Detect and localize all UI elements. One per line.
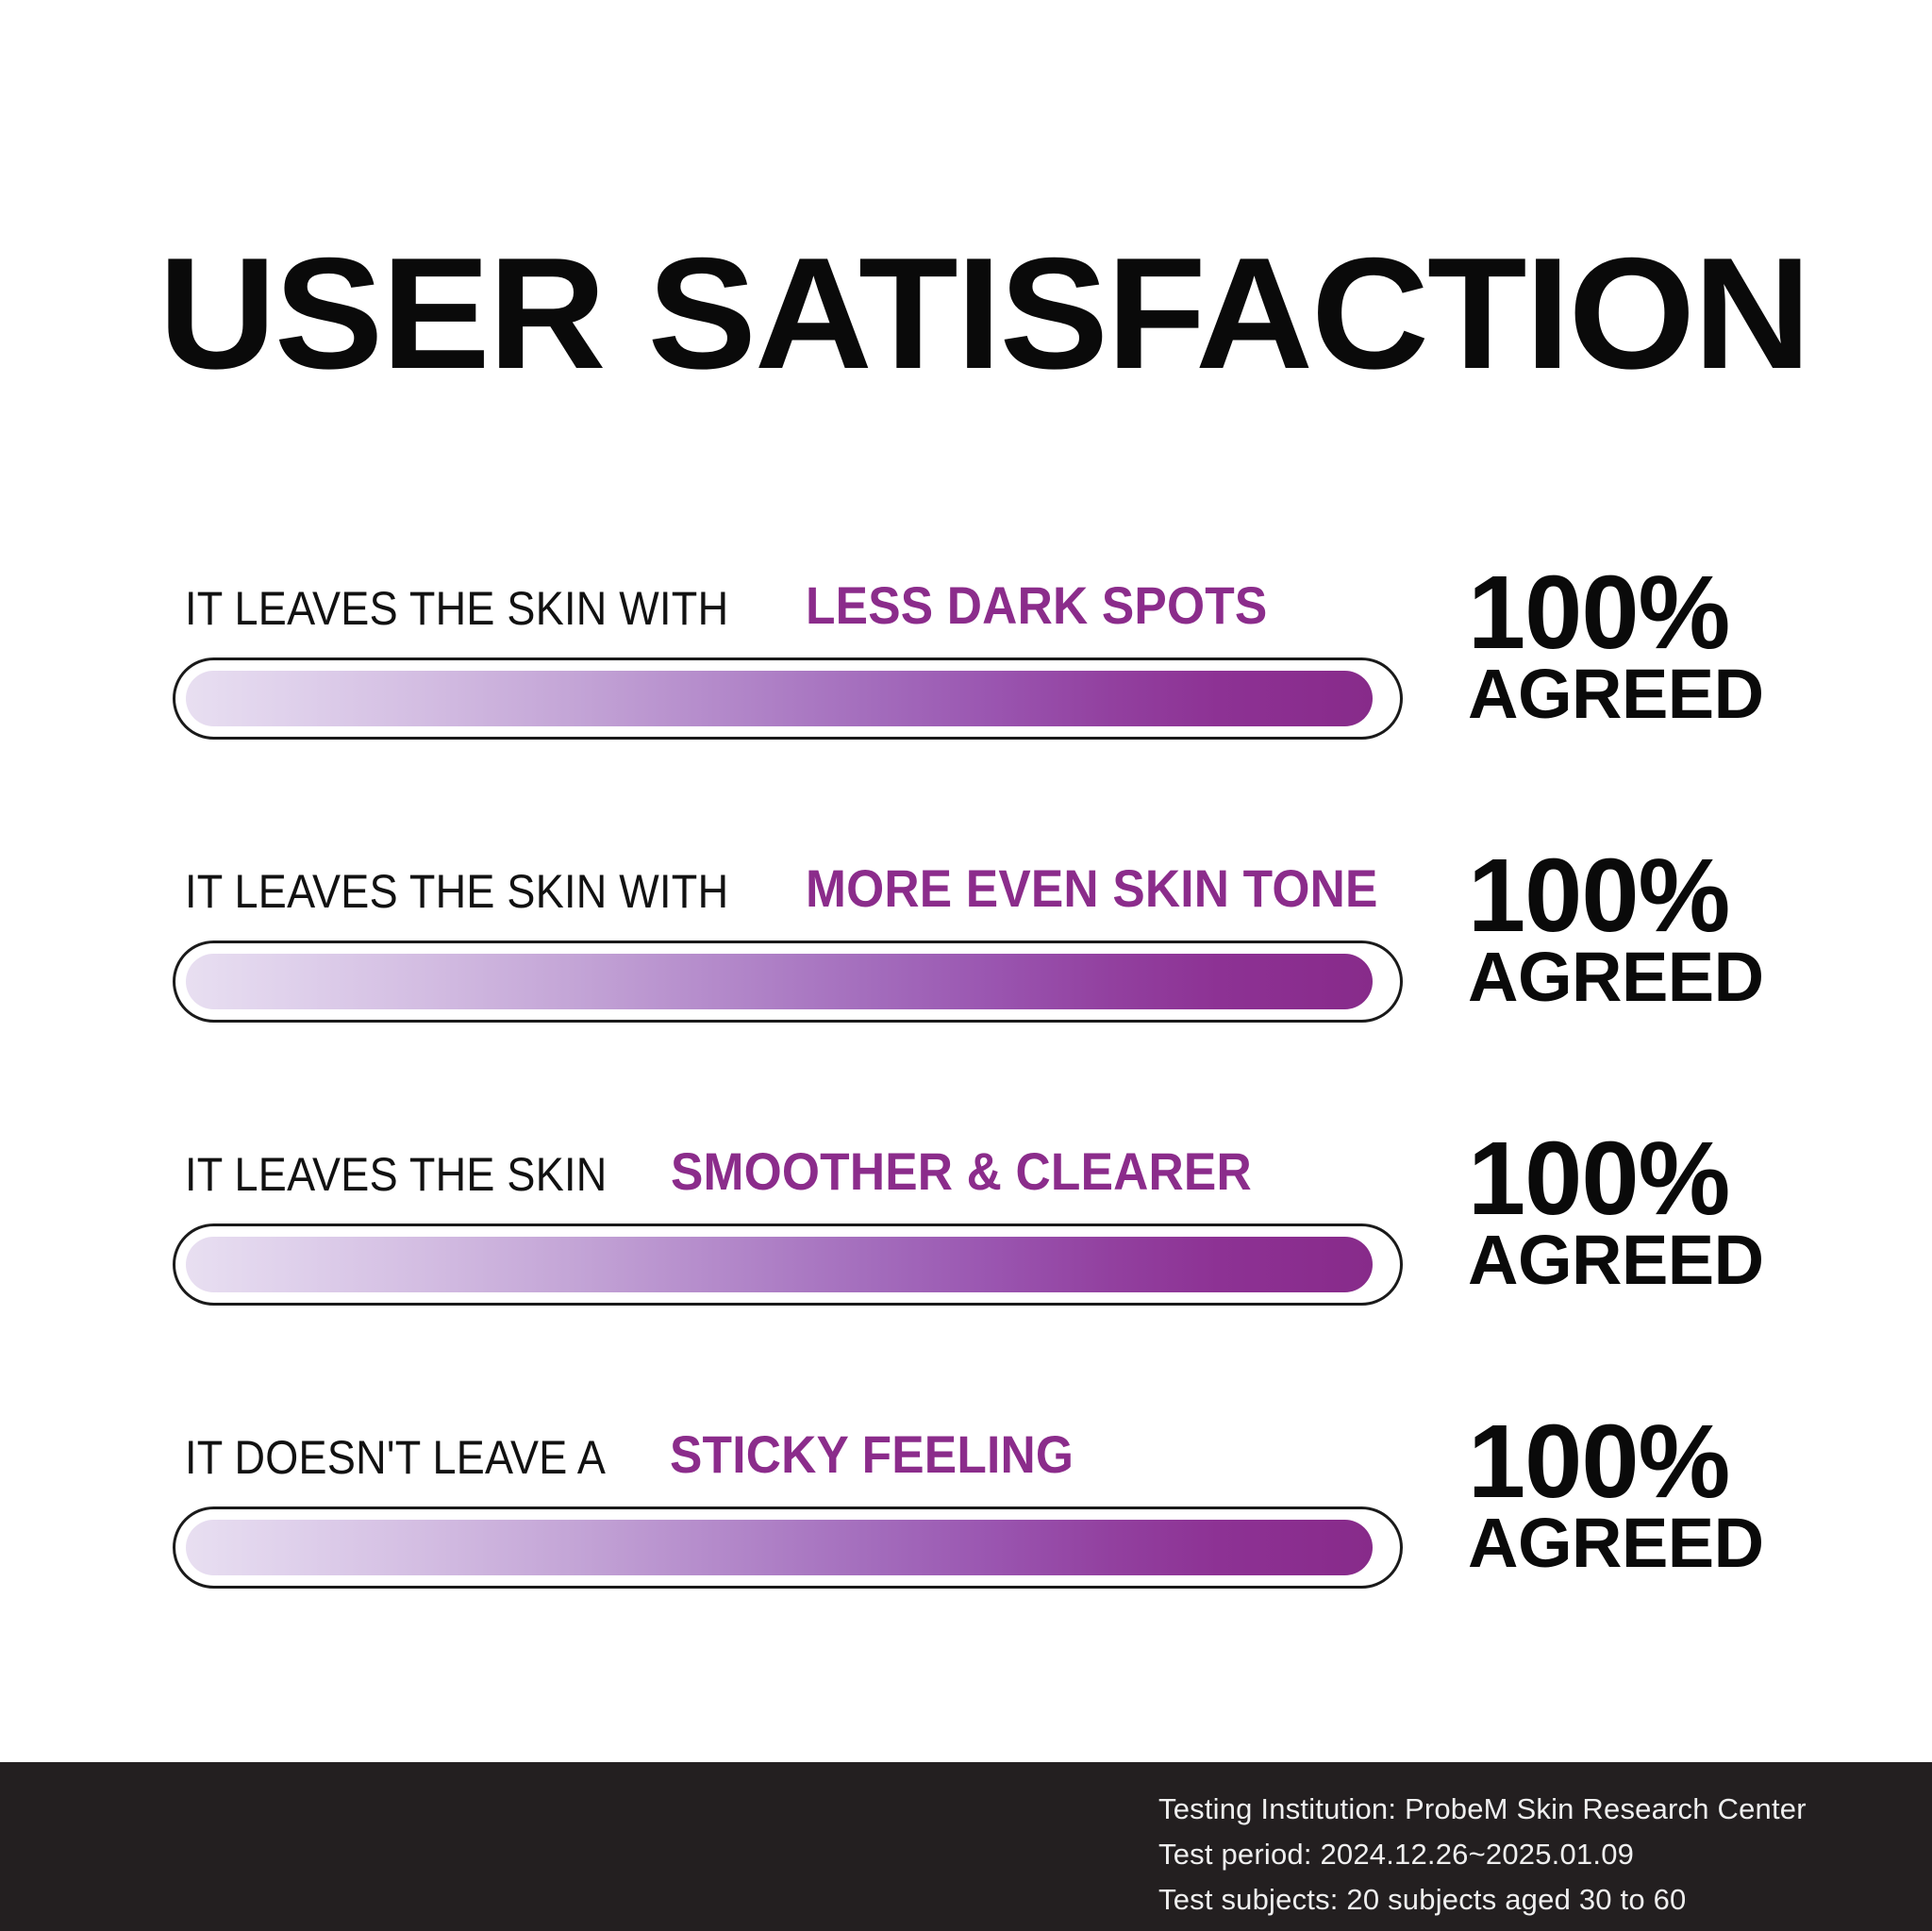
progress-bar-track: [173, 658, 1403, 740]
progress-bar-fill: [186, 671, 1373, 726]
row-label-accent: SMOOTHER & CLEARER: [671, 1141, 1253, 1201]
percent-caption: AGREED: [1468, 1221, 1764, 1300]
row-label: IT LEAVES THE SKIN WITH LESS DARK SPOTS: [185, 562, 1307, 635]
progress-bar-track: [173, 941, 1403, 1023]
footer-bar: Testing Institution: ProbeM Skin Researc…: [0, 1762, 1932, 1931]
percent-block: 100% AGREED: [1468, 838, 1864, 1017]
footer-line-subjects: Test subjects: 20 subjects aged 30 to 60: [1158, 1883, 1687, 1916]
row-label-plain: IT LEAVES THE SKIN: [185, 1148, 608, 1201]
satisfaction-rows: IT LEAVES THE SKIN WITH LESS DARK SPOTS …: [0, 555, 1932, 1694]
footer-line-institution: Testing Institution: ProbeM Skin Researc…: [1158, 1792, 1807, 1825]
percent-value: 100%: [1468, 1404, 1730, 1520]
progress-bar-track: [173, 1224, 1403, 1306]
row-label-accent: LESS DARK SPOTS: [806, 575, 1268, 635]
progress-bar-fill: [186, 954, 1373, 1009]
percent-block: 100% AGREED: [1468, 555, 1864, 734]
satisfaction-row: IT LEAVES THE SKIN WITH LESS DARK SPOTS …: [0, 555, 1932, 845]
percent-value: 100%: [1468, 555, 1730, 671]
percent-caption: AGREED: [1468, 1504, 1764, 1583]
percent-caption: AGREED: [1468, 938, 1764, 1017]
row-label: IT LEAVES THE SKIN SMOOTHER & CLEARER: [185, 1128, 1303, 1201]
footer-line-period: Test period: 2024.12.26~2025.01.09: [1158, 1838, 1635, 1871]
row-label-plain: IT LEAVES THE SKIN WITH: [185, 865, 729, 918]
percent-value: 100%: [1468, 1121, 1730, 1237]
footer-text-block: Testing Institution: ProbeM Skin Researc…: [1158, 1787, 1807, 1923]
row-label-accent: STICKY FEELING: [669, 1424, 1074, 1484]
progress-bar-track: [173, 1507, 1403, 1589]
row-label-plain: IT DOESN'T LEAVE A: [185, 1431, 607, 1484]
page-title: USER SATISFACTION: [158, 225, 1811, 402]
satisfaction-row: IT LEAVES THE SKIN SMOOTHER & CLEARER 10…: [0, 1121, 1932, 1411]
satisfaction-row: IT LEAVES THE SKIN WITH MORE EVEN SKIN T…: [0, 838, 1932, 1128]
progress-bar-fill: [186, 1237, 1373, 1292]
row-label-plain: IT LEAVES THE SKIN WITH: [185, 582, 729, 635]
progress-bar-fill: [186, 1520, 1373, 1575]
row-label-accent: MORE EVEN SKIN TONE: [806, 858, 1378, 918]
percent-value: 100%: [1468, 838, 1730, 954]
row-label: IT DOESN'T LEAVE A STICKY FEELING: [185, 1411, 1108, 1484]
percent-block: 100% AGREED: [1468, 1404, 1864, 1583]
row-label: IT LEAVES THE SKIN WITH MORE EVEN SKIN T…: [185, 845, 1428, 918]
satisfaction-row: IT DOESN'T LEAVE A STICKY FEELING 100% A…: [0, 1404, 1932, 1694]
percent-caption: AGREED: [1468, 655, 1764, 734]
percent-block: 100% AGREED: [1468, 1121, 1864, 1300]
